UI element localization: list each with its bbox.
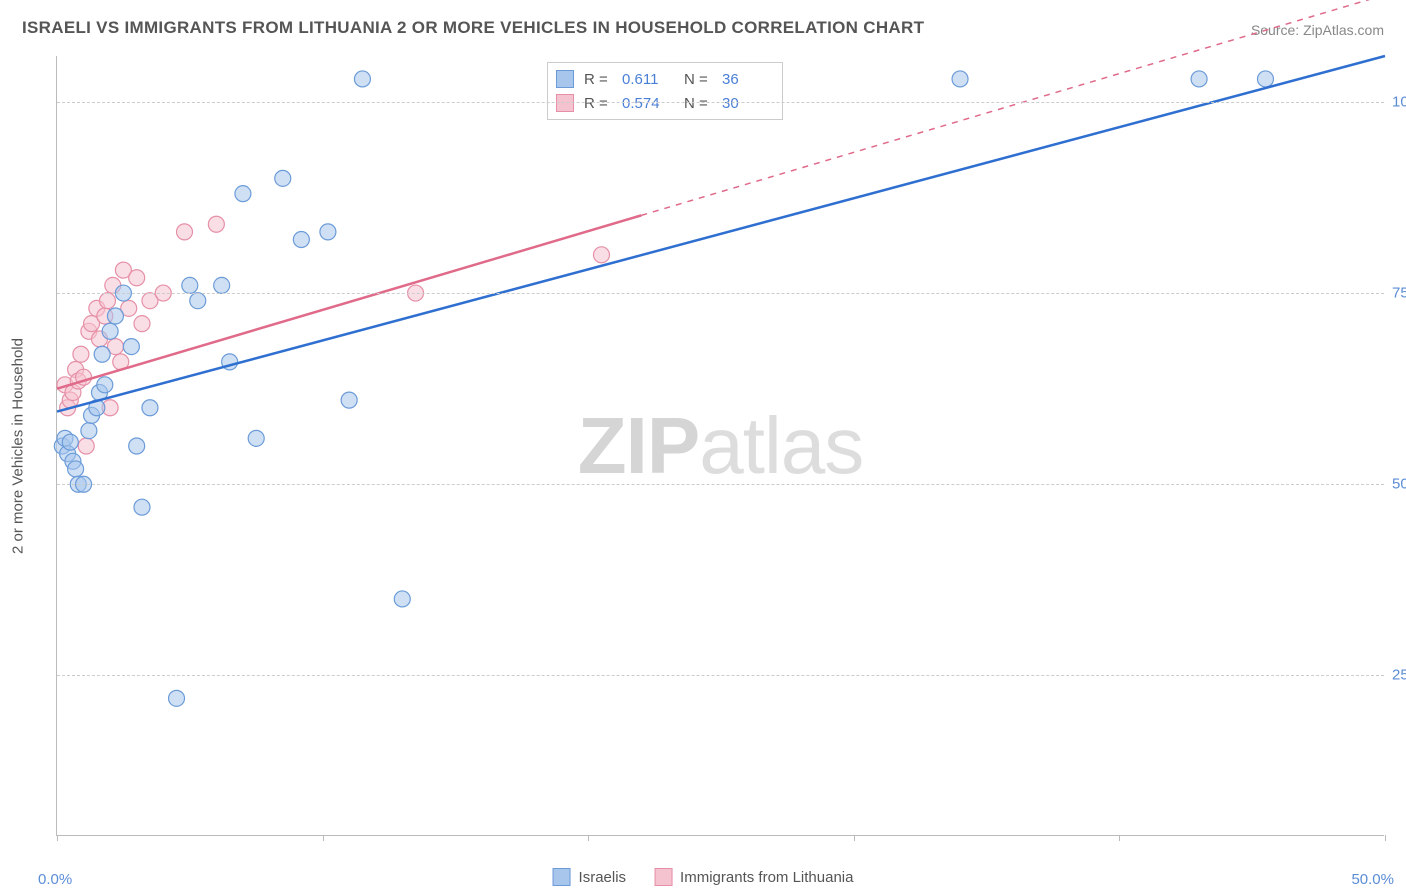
legend-row: R = 0.611 N = 36 xyxy=(556,67,774,91)
data-point xyxy=(1191,71,1207,87)
data-point xyxy=(129,438,145,454)
y-axis-label: 2 or more Vehicles in Household xyxy=(10,338,27,554)
data-point xyxy=(142,400,158,416)
data-point xyxy=(123,339,139,355)
legend-item: Israelis xyxy=(553,868,627,886)
legend-item: Immigrants from Lithuania xyxy=(654,868,853,886)
data-point xyxy=(1257,71,1273,87)
legend-swatch xyxy=(556,70,574,88)
data-point xyxy=(107,308,123,324)
data-point xyxy=(94,346,110,362)
y-tick-label: 50.0% xyxy=(1392,476,1406,493)
data-point xyxy=(320,224,336,240)
gridline xyxy=(57,675,1384,676)
x-tick xyxy=(57,835,58,841)
x-tick xyxy=(1385,835,1386,841)
y-tick-label: 25.0% xyxy=(1392,667,1406,684)
legend-label: Immigrants from Lithuania xyxy=(680,869,853,886)
data-point xyxy=(341,392,357,408)
legend-r-label: R = xyxy=(584,71,612,88)
chart-svg xyxy=(57,56,1384,835)
data-point xyxy=(99,293,115,309)
data-point xyxy=(73,346,89,362)
gridline xyxy=(57,293,1384,294)
legend-r-label: R = xyxy=(584,95,612,112)
data-point xyxy=(394,591,410,607)
legend-n-label: N = xyxy=(684,71,712,88)
legend-swatch xyxy=(654,868,672,886)
data-point xyxy=(176,224,192,240)
legend-series: Israelis Immigrants from Lithuania xyxy=(553,868,854,886)
data-point xyxy=(129,270,145,286)
data-point xyxy=(68,461,84,477)
x-tick xyxy=(854,835,855,841)
legend-r-value: 0.574 xyxy=(622,95,674,112)
data-point xyxy=(97,377,113,393)
gridline xyxy=(57,102,1384,103)
data-point xyxy=(293,232,309,248)
data-point xyxy=(102,323,118,339)
chart-title: ISRAELI VS IMMIGRANTS FROM LITHUANIA 2 O… xyxy=(22,18,924,38)
data-point xyxy=(354,71,370,87)
data-point xyxy=(134,499,150,515)
data-point xyxy=(235,186,251,202)
legend-label: Israelis xyxy=(579,869,627,886)
x-tick xyxy=(1119,835,1120,841)
legend-n-value: 30 xyxy=(722,95,774,112)
plot-area: ZIPatlas R =0.611N =36R =0.574N =30 25.0… xyxy=(56,56,1384,836)
x-tick xyxy=(323,835,324,841)
legend-n-label: N = xyxy=(684,95,712,112)
data-point xyxy=(214,277,230,293)
data-point xyxy=(62,434,78,450)
y-tick-label: 75.0% xyxy=(1392,285,1406,302)
x-axis-min-label: 0.0% xyxy=(38,871,72,888)
legend-r-value: 0.611 xyxy=(622,71,674,88)
legend-swatch xyxy=(556,94,574,112)
data-point xyxy=(593,247,609,263)
legend-row: R = 0.574 N = 30 xyxy=(556,91,774,115)
gridline xyxy=(57,484,1384,485)
y-tick-label: 100.0% xyxy=(1392,93,1406,110)
data-point xyxy=(952,71,968,87)
data-point xyxy=(78,438,94,454)
x-tick xyxy=(588,835,589,841)
x-axis-max-label: 50.0% xyxy=(1351,871,1394,888)
data-point xyxy=(248,430,264,446)
data-point xyxy=(182,277,198,293)
data-point xyxy=(134,316,150,332)
legend-n-value: 36 xyxy=(722,71,774,88)
data-point xyxy=(190,293,206,309)
legend-swatch xyxy=(553,868,571,886)
legend-correlation: R = 0.611 N = 36 R = 0.574 N = 30 xyxy=(547,62,783,120)
data-point xyxy=(275,170,291,186)
data-point xyxy=(208,216,224,232)
data-point xyxy=(81,423,97,439)
data-point xyxy=(169,690,185,706)
source-attribution: Source: ZipAtlas.com xyxy=(1251,22,1384,38)
